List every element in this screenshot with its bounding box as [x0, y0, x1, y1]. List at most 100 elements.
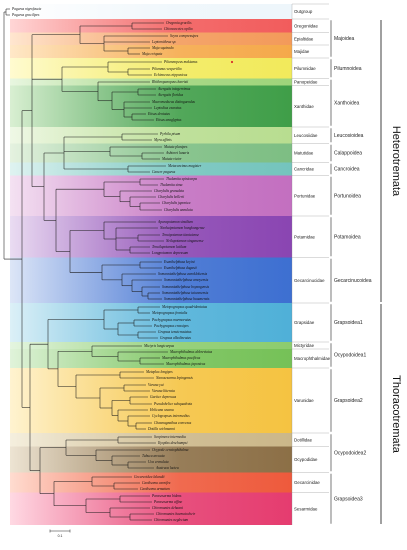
superfamily-label: Pilumnoidea	[334, 66, 362, 72]
taxon-label: Somanniathelphusa huaanensis	[164, 297, 210, 301]
family-cell	[292, 175, 329, 216]
taxon-label: Rhithropanopeus harrisii	[151, 80, 188, 84]
taxon-label: Echinoecus nipponicus	[153, 73, 188, 77]
taxon-label: Myra affinis	[153, 138, 172, 142]
family-cell	[292, 32, 329, 45]
taxon-label: Atergatis integerrimus	[157, 87, 191, 91]
taxon-label: Helicana wuana	[149, 408, 174, 412]
taxon-label: Pagurus gracilipes	[11, 13, 40, 17]
taxon-label: Macromedaeus distinguendus	[151, 100, 195, 104]
taxon-label: Dotilla wichmanni	[147, 427, 175, 431]
taxon-label: Atergatis floridus	[157, 93, 184, 97]
family-label: Sesarmidae	[294, 506, 318, 511]
taxon-label: Leptodius exaratus	[153, 106, 182, 110]
superfamily-label: Calappoidea	[334, 151, 362, 157]
taxon-label: Parasesarma affine	[153, 500, 183, 504]
superfamily-label: Majoidea	[334, 36, 355, 42]
taxon-label: Chasmagnathus convexus	[154, 421, 192, 425]
taxon-label: Ashtoret lunaris	[165, 151, 190, 155]
taxon-label: Macrophthalmus japonicus	[165, 362, 206, 366]
taxon-label: Nanosesarma lepingensis	[155, 376, 193, 380]
family-cell	[292, 45, 329, 58]
superfamily-label: Ocypodoidea1	[334, 353, 366, 359]
family-band	[10, 127, 292, 144]
taxon-label: Scopimera intermedia	[154, 435, 186, 439]
family-cell	[292, 257, 329, 303]
section-label: Thoracotremata	[390, 375, 402, 454]
family-cell	[292, 78, 329, 86]
family-cell	[292, 433, 329, 447]
family-band	[10, 78, 292, 86]
taxon-label: Chiromantes haematocheir	[156, 512, 196, 516]
family-band	[10, 4, 292, 19]
taxon-label: Tubuca arcuata	[142, 454, 165, 458]
taxon-label: Cyclograpsus intermedius	[152, 414, 190, 418]
family-label: Potamidae	[294, 234, 316, 239]
family-label: Cancridae	[294, 167, 315, 172]
family-cell	[292, 303, 329, 342]
taxon-label: Metacarcinus magister	[167, 164, 202, 168]
superfamily-label: Grapsoidea3	[334, 496, 363, 502]
taxon-label: Tenuilapotamon latilum	[152, 245, 187, 249]
family-cell	[292, 216, 329, 258]
taxon-label: Thalamita sima	[160, 183, 183, 187]
family-label: Portunidae	[294, 193, 316, 198]
taxon-label: Pilumnus vespertilio	[151, 67, 182, 71]
taxon-label: Matuta victor	[161, 157, 182, 161]
section-label: Heterotremata	[390, 126, 402, 197]
family-band	[10, 85, 292, 127]
family-cell	[292, 127, 329, 144]
taxon-label: Chiromantes dehaani	[152, 506, 183, 510]
family-label: Oregoniidae	[294, 23, 318, 28]
superfamily-label: Xanthoidea	[334, 100, 360, 106]
superfamily-label: Gecarcinucoidea	[334, 278, 372, 284]
taxon-label: Grapsus albolineatus	[160, 336, 191, 340]
family-cell	[292, 162, 329, 176]
family-label: Majidae	[294, 49, 310, 54]
family-band	[10, 216, 292, 258]
family-band	[10, 342, 292, 349]
superfamily-label: Grapsoidea1	[334, 320, 363, 326]
family-label: Dotillidae	[294, 437, 313, 442]
taxon-label: Somanniathelphusa amoyensis	[164, 278, 209, 282]
family-band	[10, 58, 292, 79]
family-band	[10, 175, 292, 216]
family-cell	[292, 4, 329, 19]
taxon-label: Macrophthalmus abbreviatus	[169, 350, 213, 354]
family-label: Mictyridae	[294, 343, 315, 348]
taxon-label: Matuta planipes	[163, 145, 188, 149]
family-label: Outgroup	[294, 9, 313, 14]
tree-branches	[3, 8, 234, 521]
taxon-label: Cardisoma armatum	[140, 487, 170, 491]
taxon-label: Metopograpsus frontalis	[151, 311, 188, 315]
family-cell	[292, 472, 329, 493]
family-band	[10, 162, 292, 176]
taxon-label: Esanthelphusa keyini	[163, 260, 195, 264]
superfamily-label: Ocypodoidea2	[334, 450, 366, 456]
taxon-label: Oregonia gracilis	[166, 21, 192, 25]
family-dividers	[291, 3, 329, 525]
taxon-label: Longpotamon depressum	[151, 251, 189, 255]
family-label: Ocypodidae	[294, 457, 318, 462]
taxon-label: Cancer pagurus	[152, 170, 176, 174]
taxon-label: Somanniathelphusa boyangensis	[162, 285, 210, 289]
taxon-label: Scyra compressipes	[170, 34, 199, 38]
family-band	[10, 32, 292, 45]
family-band	[10, 368, 292, 433]
family-cell	[292, 349, 329, 368]
family-label: Epialtidae	[294, 36, 314, 41]
taxon-label: Aparapotamon similium	[157, 220, 193, 224]
taxon-label: Pachygrapsus marmoratus	[151, 318, 191, 322]
taxon-label: Pyrhila pisum	[159, 132, 181, 136]
taxon-label: Metaplax longipes	[145, 370, 173, 374]
taxon-label: Maja squinado	[151, 46, 174, 50]
taxon-label: Charybdis bellerii	[158, 195, 184, 199]
taxon-label: Uca crenulata	[148, 460, 169, 464]
family-cell	[292, 85, 329, 127]
family-cell	[292, 368, 329, 433]
taxon-label: Gecarcoidea lalandii	[134, 475, 165, 479]
family-label: Varunidae	[294, 398, 314, 403]
family-band	[10, 492, 292, 525]
taxon-label: Etisus anaglyptus	[155, 118, 182, 122]
family-band	[10, 349, 292, 368]
